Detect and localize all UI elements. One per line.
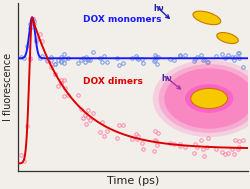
Ellipse shape bbox=[216, 33, 237, 43]
Text: DOX monomers: DOX monomers bbox=[82, 15, 160, 23]
Ellipse shape bbox=[152, 60, 250, 137]
Ellipse shape bbox=[158, 64, 250, 133]
X-axis label: Time (ps): Time (ps) bbox=[107, 176, 159, 186]
Ellipse shape bbox=[184, 84, 232, 113]
Ellipse shape bbox=[190, 88, 227, 108]
Y-axis label: I fluorescence: I fluorescence bbox=[3, 53, 13, 121]
Ellipse shape bbox=[164, 68, 250, 129]
Ellipse shape bbox=[192, 11, 220, 25]
Text: DOX dimers: DOX dimers bbox=[82, 77, 142, 86]
Text: hν: hν bbox=[161, 74, 171, 83]
Text: hν: hν bbox=[153, 4, 164, 13]
